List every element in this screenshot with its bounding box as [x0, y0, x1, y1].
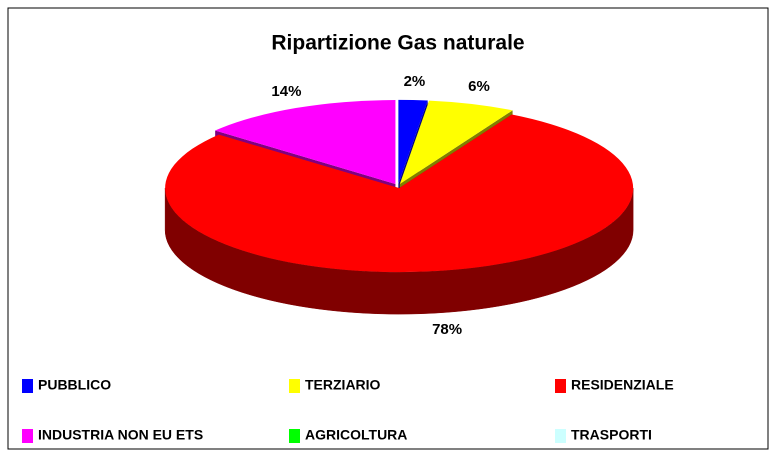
slice — [398, 99, 428, 184]
legend-swatch — [555, 379, 566, 393]
legend-label: PUBBLICO — [38, 377, 111, 393]
legend-swatch — [555, 429, 566, 443]
legend-label: AGRICOLTURA — [305, 427, 407, 443]
chart-title: Ripartizione Gas naturale — [271, 32, 524, 55]
legend-label: TRASPORTI — [571, 427, 652, 443]
data-label: 6% — [468, 78, 490, 95]
data-label: 14% — [271, 83, 301, 100]
data-label: 78% — [432, 321, 462, 338]
data-label: 2% — [404, 73, 426, 90]
legend-swatch — [289, 379, 300, 393]
legend-label: TERZIARIO — [305, 377, 381, 393]
slice — [215, 100, 396, 185]
legend-label: INDUSTRIA NON EU ETS — [38, 427, 203, 443]
legend-swatch — [289, 429, 300, 443]
slice — [165, 114, 634, 273]
legend-swatch — [22, 429, 33, 443]
legend-label: RESIDENZIALE — [571, 377, 674, 393]
legend-swatch — [22, 379, 33, 393]
slice — [399, 100, 513, 184]
